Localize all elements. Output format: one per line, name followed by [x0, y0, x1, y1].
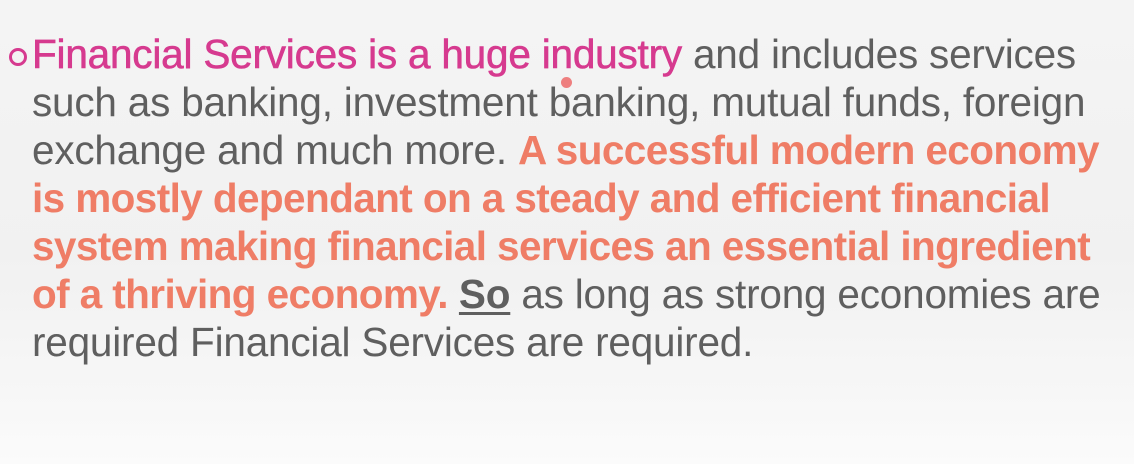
conclusion-text: as long as strong economies are required…	[32, 271, 1101, 365]
spacer-text	[448, 271, 459, 317]
highlight-economy-phrase: A successful modern economy is mostly de…	[32, 127, 1100, 317]
laser-pointer-dot	[561, 77, 572, 88]
services-description-text: and includes services such as banking, i…	[32, 31, 1086, 173]
bullet-point: Financial Services is a huge industry an…	[8, 30, 1118, 366]
hollow-circle-bullet-icon	[8, 47, 28, 67]
underlined-so-word: So	[458, 271, 511, 317]
bullet-paragraph: Financial Services is a huge industry an…	[32, 30, 1118, 366]
highlight-industry-phrase: Financial Services is a huge industry	[32, 31, 683, 78]
